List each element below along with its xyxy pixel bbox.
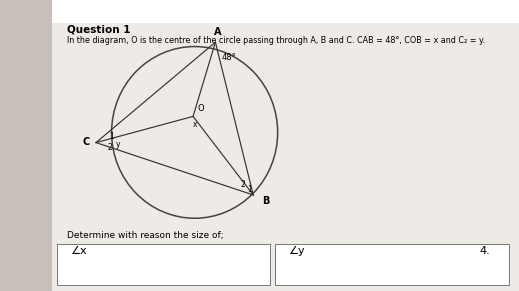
Text: In the diagram, O is the centre of the circle passing through A, B and C. CAB = : In the diagram, O is the centre of the c…: [67, 36, 486, 45]
Bar: [52, 0, 519, 23]
Text: Determine with reason the size of;: Determine with reason the size of;: [67, 231, 224, 240]
Text: ∠x: ∠x: [70, 246, 87, 256]
Text: 2: 2: [240, 180, 245, 189]
Text: ∠y: ∠y: [288, 246, 305, 256]
Text: 1: 1: [109, 132, 114, 141]
Text: 2: 2: [107, 143, 113, 152]
Text: y: y: [116, 141, 120, 149]
Text: Question 1: Question 1: [67, 25, 131, 35]
Text: O: O: [197, 104, 204, 113]
Bar: [275, 244, 509, 285]
Text: x: x: [193, 120, 197, 129]
Text: A: A: [214, 27, 222, 37]
Text: B: B: [263, 196, 270, 206]
Text: 1: 1: [247, 185, 252, 194]
Text: 4.: 4.: [480, 246, 490, 256]
Bar: [57, 244, 270, 285]
Text: 48°: 48°: [222, 53, 236, 62]
Text: C: C: [83, 137, 90, 147]
